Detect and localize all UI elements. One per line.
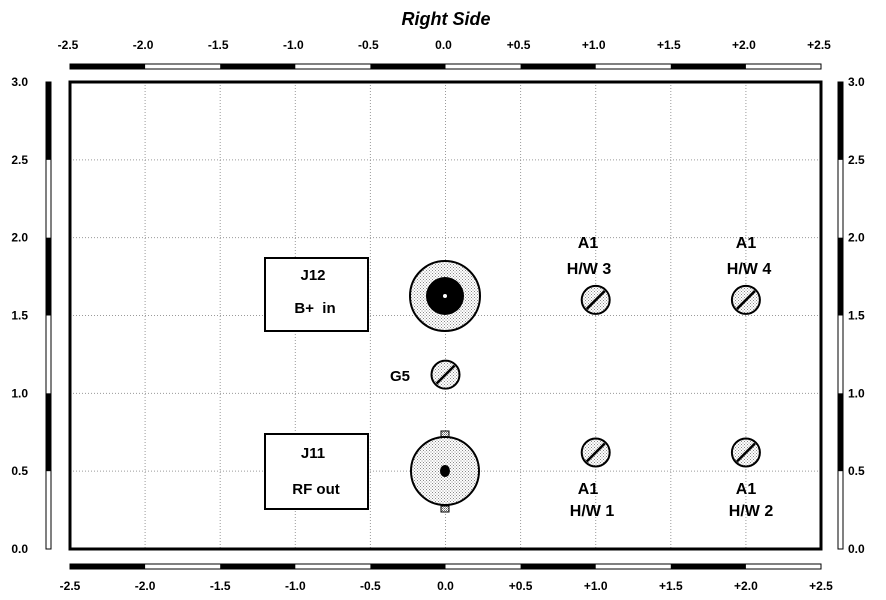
right-tick-label: 1.5 [848, 309, 865, 323]
screw-slot [585, 442, 606, 463]
j11-desc-label: RF out [292, 481, 339, 498]
diagram-title: Right Side [402, 9, 491, 29]
left-tick-label: 1.0 [11, 386, 28, 400]
bottom-tick-label: -2.0 [135, 579, 156, 593]
bottom-scale-segment [670, 564, 746, 569]
top-tick-label: -0.5 [358, 38, 379, 52]
top-scale-segment [220, 64, 296, 69]
g5-screw [430, 359, 461, 390]
hw3-screw [580, 284, 611, 315]
hw3-hw-label: H/W 3 [567, 261, 612, 278]
top-scale-segment [370, 64, 446, 69]
left-tick-label: 2.0 [11, 231, 28, 245]
bottom-tick-label: +2.0 [734, 579, 758, 593]
screw-slot [585, 290, 606, 310]
bottom-scale-segment [220, 564, 296, 569]
hw1-hw-label: H/W 1 [570, 503, 615, 520]
top-tick-label: -1.5 [208, 38, 229, 52]
top-tick-label: +2.0 [732, 38, 756, 52]
j12-desc-label: B+ in [294, 300, 335, 317]
bottom-tick-label: +2.5 [809, 579, 833, 593]
j12-id-label: J12 [300, 267, 325, 284]
right-tick-label: 2.5 [848, 153, 865, 167]
bottom-tick-label: -2.5 [60, 579, 81, 593]
hw2-screw [730, 437, 761, 468]
bottom-tick-label: -0.5 [360, 579, 381, 593]
bottom-tick-label: -1.5 [210, 579, 231, 593]
left-tick-label: 3.0 [11, 75, 28, 89]
right-axis-scale: 0.0 0.5 1.0 1.5 2.0 2.5 3.0 [837, 75, 865, 556]
top-tick-label: -2.5 [58, 38, 79, 52]
bottom-axis-scale: -2.5 -2.0 -1.5 -1.0 -0.5 0.0 +0.5 +1.0 +1.5 +2.0 +… [60, 563, 833, 593]
top-tick-label: +1.5 [657, 38, 681, 52]
top-scale-segment [520, 64, 596, 69]
j11-connector [410, 430, 480, 513]
left-axis-scale: 0.0 0.5 1.0 1.5 2.0 2.5 3.0 [11, 75, 52, 556]
hw2-a1-label: A1 [736, 481, 757, 498]
j11-id-label: J11 [301, 445, 325, 462]
g5-label: G5 [390, 368, 410, 385]
right-tick-label: 0.0 [848, 542, 865, 556]
right-scale-segment [838, 82, 843, 160]
hw4-a1-label: A1 [736, 235, 757, 252]
hw3-a1-label: A1 [578, 235, 599, 252]
left-scale-segment [46, 393, 51, 472]
left-tick-label: 2.5 [11, 153, 28, 167]
panel-outline [68, 80, 823, 551]
left-scale-segment [46, 82, 51, 160]
screw-slot [736, 290, 756, 310]
bottom-tick-label: -1.0 [285, 579, 306, 593]
right-scale-segment [838, 393, 843, 472]
top-tick-label: +1.0 [582, 38, 606, 52]
bottom-scale-segment [370, 564, 446, 569]
left-scale-segment [46, 237, 51, 316]
left-tick-label: 0.0 [11, 542, 28, 556]
hw1-a1-label: A1 [578, 481, 599, 498]
right-tick-label: 0.5 [848, 464, 865, 478]
bottom-tick-label: 0.0 [437, 579, 454, 593]
top-tick-label: +2.5 [807, 38, 831, 52]
bottom-scale-segment [70, 564, 146, 569]
hw4-hw-label: H/W 4 [727, 261, 772, 278]
top-scale-segment [670, 64, 746, 69]
screw-slot [435, 364, 456, 385]
hw2-hw-label: H/W 2 [729, 503, 774, 520]
j12-label-box [264, 257, 369, 332]
top-tick-label: 0.0 [435, 38, 452, 52]
top-scale-segment [70, 64, 146, 69]
bottom-tick-label: +1.0 [584, 579, 608, 593]
bottom-scale-segment [520, 564, 596, 569]
j12-connector [409, 260, 481, 332]
right-tick-label: 3.0 [848, 75, 865, 89]
bottom-tick-label: +0.5 [509, 579, 533, 593]
top-axis-scale: -2.5 -2.0 -1.5 -1.0 -0.5 0.0 +0.5 +1.0 +1.5 +2.0 +… [58, 38, 831, 70]
screw-slot [736, 442, 756, 463]
top-tick-label: +0.5 [507, 38, 531, 52]
bottom-tick-label: +1.5 [659, 579, 683, 593]
right-tick-label: 2.0 [848, 231, 865, 245]
left-tick-label: 1.5 [11, 309, 28, 323]
j11-label-box [264, 433, 369, 510]
right-tick-label: 1.0 [848, 386, 865, 400]
hw4-screw [730, 284, 761, 315]
hw1-screw [580, 437, 611, 468]
top-tick-label: -1.0 [283, 38, 304, 52]
top-tick-label: -2.0 [133, 38, 154, 52]
left-tick-label: 0.5 [11, 464, 28, 478]
right-scale-segment [838, 237, 843, 316]
